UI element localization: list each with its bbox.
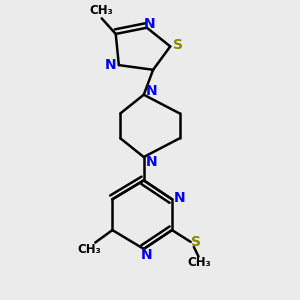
Text: N: N [146, 84, 158, 98]
Text: N: N [141, 248, 153, 262]
Text: S: S [191, 235, 201, 249]
Text: N: N [105, 58, 117, 72]
Text: CH₃: CH₃ [188, 256, 211, 269]
Text: S: S [173, 38, 183, 52]
Text: N: N [174, 191, 186, 205]
Text: N: N [146, 155, 158, 169]
Text: N: N [144, 17, 155, 31]
Text: CH₃: CH₃ [77, 243, 101, 256]
Text: CH₃: CH₃ [90, 4, 114, 17]
